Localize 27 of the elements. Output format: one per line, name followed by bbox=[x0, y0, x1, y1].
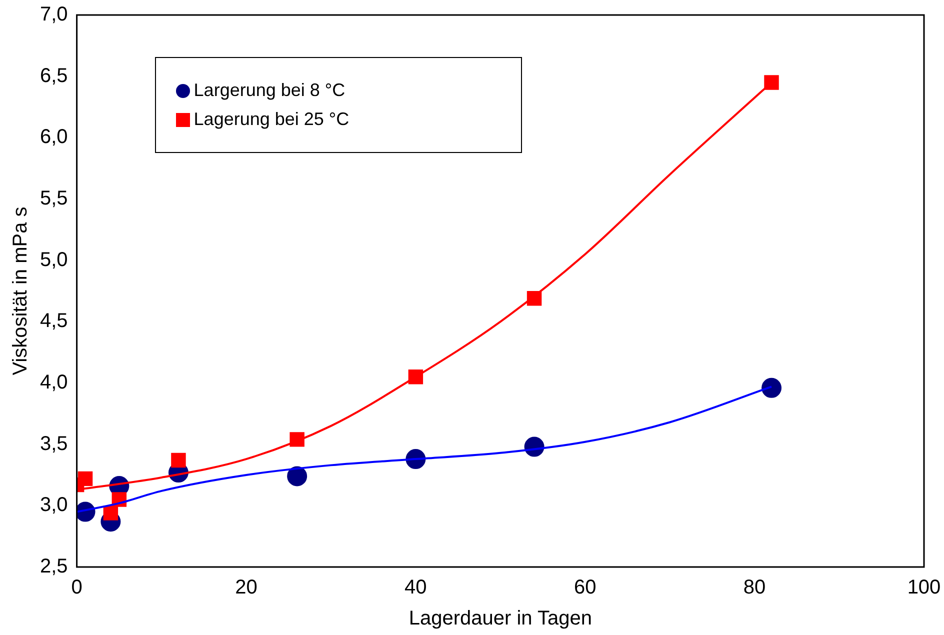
x-tick-label: 0 bbox=[71, 576, 82, 599]
y-tick-label: 5,5 bbox=[40, 188, 68, 210]
y-tick-label: 5,0 bbox=[40, 248, 68, 271]
y-tick-label: 2,5 bbox=[40, 556, 68, 578]
x-tick-label: 80 bbox=[743, 576, 766, 599]
x-axis-title: Lagerdauer in Tagen bbox=[408, 608, 592, 630]
y-tick-label: 4,0 bbox=[40, 372, 68, 394]
y-axis-title: Viskosität in mPa s bbox=[10, 206, 32, 376]
y-tick-label: 7,0 bbox=[40, 4, 68, 26]
point bbox=[764, 75, 779, 90]
x-tick-label: 100 bbox=[907, 576, 941, 599]
y-tick-label: 6,0 bbox=[40, 126, 68, 148]
legend-label: Largerung bei 8 °C bbox=[194, 80, 346, 101]
legend-label: Lagerung bei 25 °C bbox=[194, 109, 350, 130]
y-tick-label: 3,0 bbox=[40, 494, 68, 516]
y-tick-label: 3,5 bbox=[40, 432, 68, 455]
y-tick-label: 6,5 bbox=[40, 64, 68, 87]
point bbox=[78, 471, 93, 486]
point bbox=[290, 432, 304, 447]
point bbox=[171, 452, 186, 468]
y-tick-label: 4,5 bbox=[40, 310, 68, 332]
point bbox=[287, 466, 308, 486]
point bbox=[762, 378, 782, 398]
point bbox=[103, 506, 118, 520]
x-tick-label: 60 bbox=[574, 576, 596, 599]
x-tick-label: 20 bbox=[235, 576, 258, 599]
x-tick-label: 40 bbox=[404, 576, 427, 599]
